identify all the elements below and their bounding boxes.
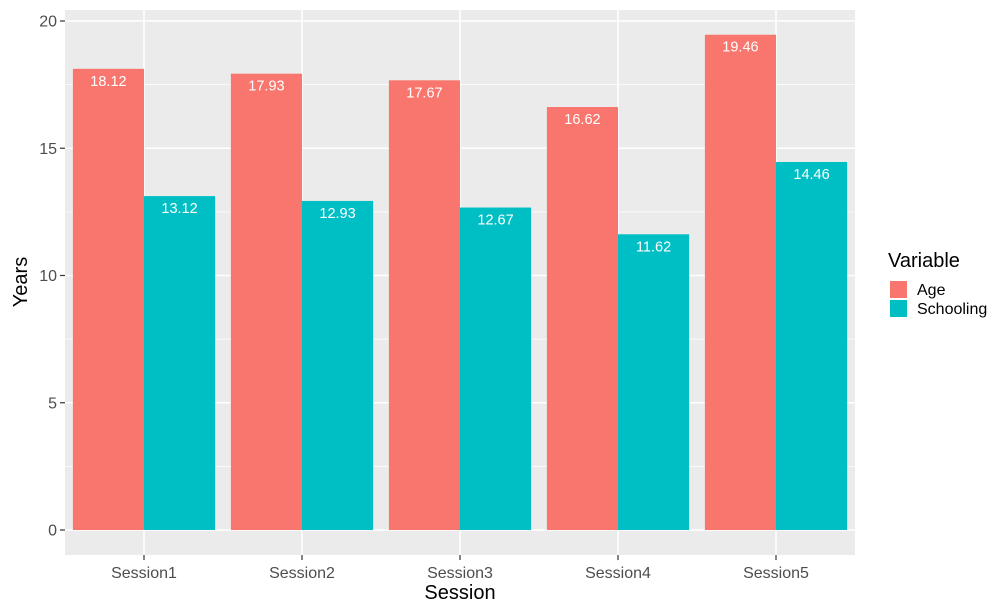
bars [72, 34, 848, 531]
y-axis: 0 5 10 15 20 [39, 14, 65, 540]
legend: Variable Age Schooling [888, 250, 987, 318]
bar-label: 17.93 [248, 79, 284, 95]
legend-label-age: Age [917, 282, 946, 299]
bar-label: 18.12 [90, 74, 126, 90]
x-tick-label: Session2 [269, 565, 335, 582]
y-tick-label: 15 [39, 141, 57, 158]
x-axis-title: Session [424, 582, 495, 601]
x-tick-label: Session4 [585, 565, 651, 582]
y-tick-label: 5 [48, 395, 57, 412]
bar-labels: 18.12 13.12 17.93 12.93 17.67 12.67 16.62 11.62… [90, 40, 829, 256]
bar-label: 11.62 [636, 239, 671, 255]
y-axis-title: Years [10, 257, 32, 307]
bar-age-session3 [388, 80, 460, 531]
legend-swatch-age [890, 281, 907, 298]
bar-schooling-session3 [460, 207, 532, 530]
bar-age-session5 [704, 34, 776, 530]
x-tick-label: Session3 [427, 565, 493, 582]
bar-label: 14.46 [793, 167, 829, 183]
x-tick-label: Session5 [743, 565, 809, 582]
bar-age-session4 [546, 107, 618, 530]
bar-label: 17.67 [406, 85, 442, 101]
legend-label-schooling: Schooling [917, 301, 987, 318]
legend-title: Variable [888, 250, 960, 272]
legend-swatch-schooling [890, 300, 907, 317]
y-tick-label: 10 [39, 268, 57, 285]
y-tick-label: 0 [48, 523, 57, 540]
bar-label: 12.93 [319, 206, 355, 222]
bar-age-session1 [72, 68, 144, 530]
y-tick-label: 20 [39, 14, 57, 31]
bar-label: 16.62 [564, 112, 600, 128]
bar-label: 19.46 [722, 40, 758, 56]
bar-schooling-session2 [302, 200, 374, 530]
bar-label: 12.67 [477, 213, 513, 229]
x-axis: Session1 Session2 Session3 Session4 Session5 [111, 555, 809, 582]
x-tick-label: Session1 [111, 565, 177, 582]
bar-label: 13.12 [161, 201, 197, 217]
bar-schooling-session1 [144, 196, 216, 530]
bar-age-session2 [230, 73, 302, 530]
legend-items: Age Schooling [890, 281, 987, 318]
bar-schooling-session4 [618, 234, 690, 530]
bar-schooling-session5 [776, 161, 848, 531]
